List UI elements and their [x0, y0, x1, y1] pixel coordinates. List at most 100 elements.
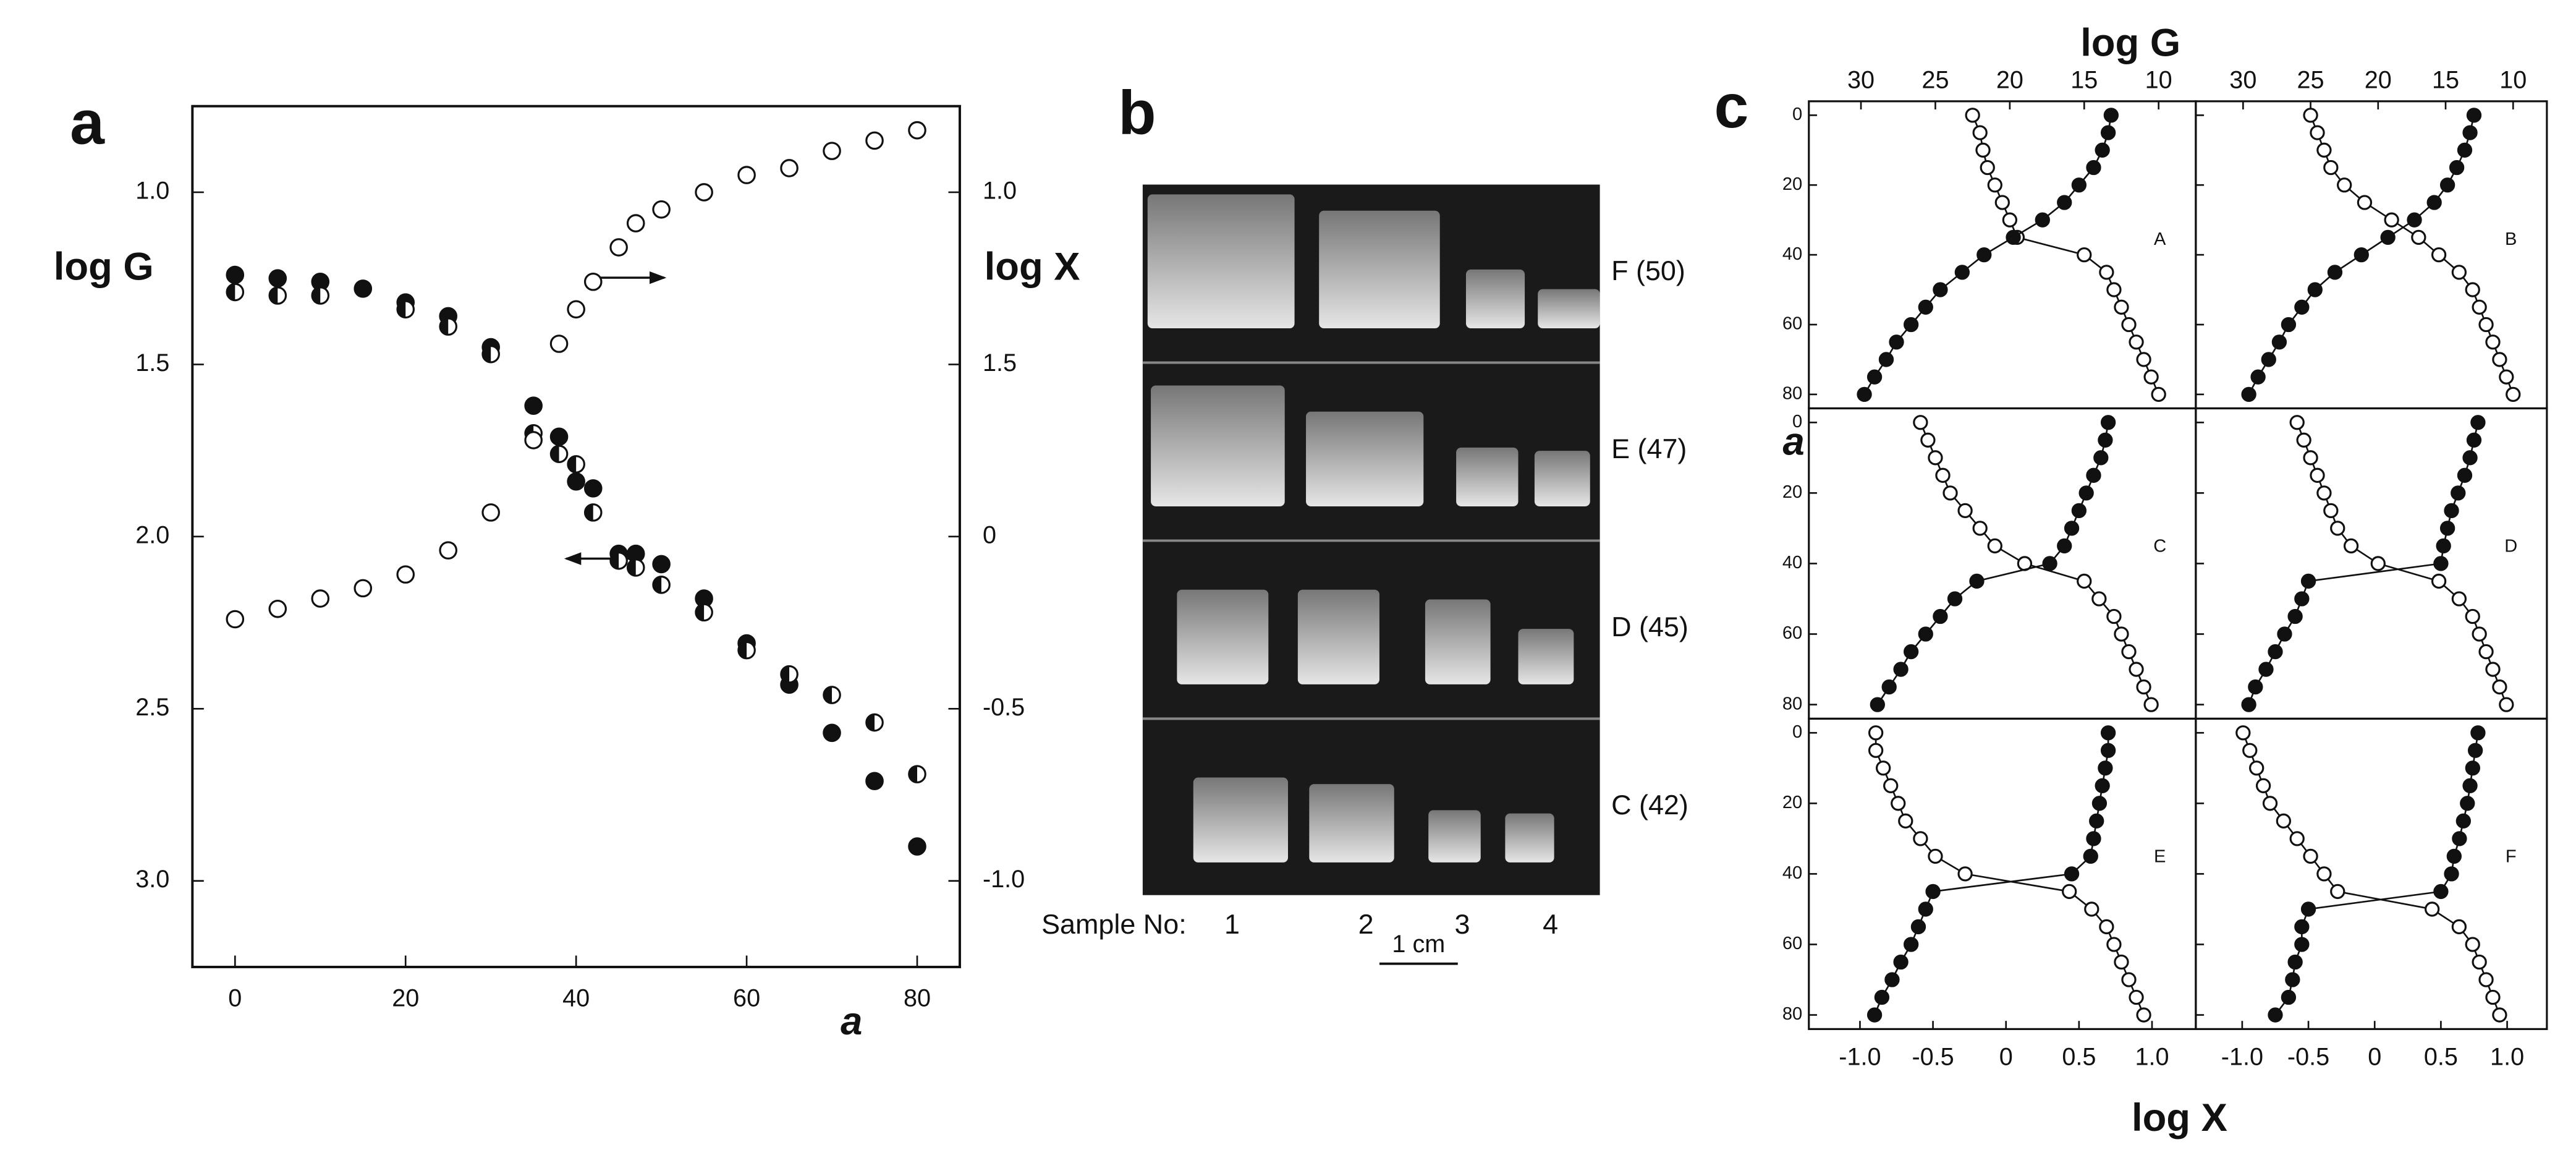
- point: [2337, 177, 2352, 193]
- marker-half: [482, 346, 491, 362]
- scale-bar-label: 1 cm: [1392, 931, 1445, 958]
- marker: [2330, 521, 2345, 536]
- point: [2452, 831, 2467, 846]
- point: [2083, 848, 2098, 864]
- marker: [2268, 1007, 2283, 1023]
- point: [2310, 125, 2325, 140]
- marker: [1866, 1007, 1883, 1023]
- point: [2327, 265, 2343, 280]
- marker: [2086, 467, 2101, 483]
- marker: [2303, 108, 2318, 123]
- marker: [2281, 989, 2297, 1005]
- marker: [1935, 467, 1951, 483]
- point: [2451, 265, 2467, 280]
- x2-tick-label: 15: [2432, 67, 2459, 94]
- marker: [2289, 415, 2305, 430]
- point: [2249, 760, 2265, 776]
- point: [823, 723, 841, 743]
- point: [2262, 796, 2278, 811]
- point: [1933, 282, 1948, 297]
- marker: [2444, 503, 2459, 519]
- point: [2323, 160, 2339, 176]
- point: [2330, 884, 2345, 900]
- marker: [2281, 317, 2297, 333]
- curve: [2310, 114, 2514, 395]
- marker: [1876, 760, 1891, 776]
- point: [1918, 299, 1933, 315]
- marker: [2431, 573, 2447, 589]
- point: [2485, 334, 2501, 350]
- marker: [737, 166, 756, 184]
- point: [1893, 954, 1909, 970]
- x-tick-label: -0.5: [2287, 1043, 2329, 1070]
- x2-tick-label: 30: [1847, 67, 1875, 94]
- marker: [2303, 848, 2318, 864]
- marker: [481, 503, 500, 522]
- sample: [1306, 411, 1424, 506]
- point: [2086, 831, 2101, 846]
- point: [2472, 299, 2487, 315]
- point: [2460, 796, 2475, 811]
- point: [2499, 369, 2514, 385]
- marker-half: [397, 301, 406, 318]
- marker: [1976, 247, 1992, 263]
- y2-tick-label: 1.5: [983, 349, 1017, 377]
- marker: [1874, 989, 1890, 1005]
- marker: [2294, 299, 2310, 315]
- marker: [354, 279, 373, 298]
- point: [2241, 697, 2256, 712]
- x-tick-label: -0.5: [1912, 1043, 1954, 1070]
- point: [2271, 334, 2287, 350]
- marker: [2492, 352, 2507, 367]
- subplot-label: C: [2153, 537, 2166, 556]
- marker: [1883, 778, 1899, 793]
- marker: [1994, 195, 2010, 210]
- marker: [1920, 432, 1936, 448]
- sample: [1518, 629, 1574, 684]
- point: [583, 479, 603, 498]
- point: [2064, 866, 2080, 882]
- point: [2268, 644, 2283, 660]
- curve: [2296, 422, 2507, 705]
- point: [609, 552, 628, 570]
- marker: [2462, 125, 2478, 140]
- y-tick-label: 2.0: [135, 521, 169, 548]
- marker: [1878, 352, 1894, 367]
- marker: [354, 579, 373, 598]
- marker: [2492, 1007, 2507, 1023]
- marker: [2294, 937, 2310, 952]
- marker: [1903, 937, 1919, 952]
- point: [737, 166, 756, 184]
- marker: [2343, 538, 2359, 554]
- point: [2370, 556, 2386, 571]
- point: [737, 641, 756, 660]
- point: [780, 665, 799, 684]
- point: [1980, 160, 1995, 176]
- marker: [2465, 760, 2480, 776]
- marker: [1975, 142, 1991, 158]
- point: [2077, 573, 2092, 589]
- marker: [652, 200, 671, 219]
- point: [2129, 989, 2144, 1005]
- marker: [2249, 760, 2265, 776]
- point: [549, 334, 569, 353]
- point: [2035, 212, 2050, 228]
- marker-half: [227, 284, 235, 300]
- marker: [2289, 831, 2305, 846]
- marker-half: [866, 714, 875, 731]
- marker: [1870, 697, 1885, 712]
- marker: [1972, 125, 1988, 140]
- marker: [2307, 282, 2323, 297]
- point: [1994, 195, 2010, 210]
- point: [2242, 743, 2258, 758]
- marker: [2370, 556, 2386, 571]
- point: [2316, 485, 2332, 501]
- point: [2002, 212, 2018, 228]
- marker: [2485, 989, 2501, 1005]
- point: [2143, 697, 2159, 712]
- point: [780, 159, 799, 177]
- point: [609, 238, 628, 257]
- marker: [2439, 177, 2455, 193]
- marker: [2241, 697, 2256, 712]
- marker: [2465, 937, 2480, 952]
